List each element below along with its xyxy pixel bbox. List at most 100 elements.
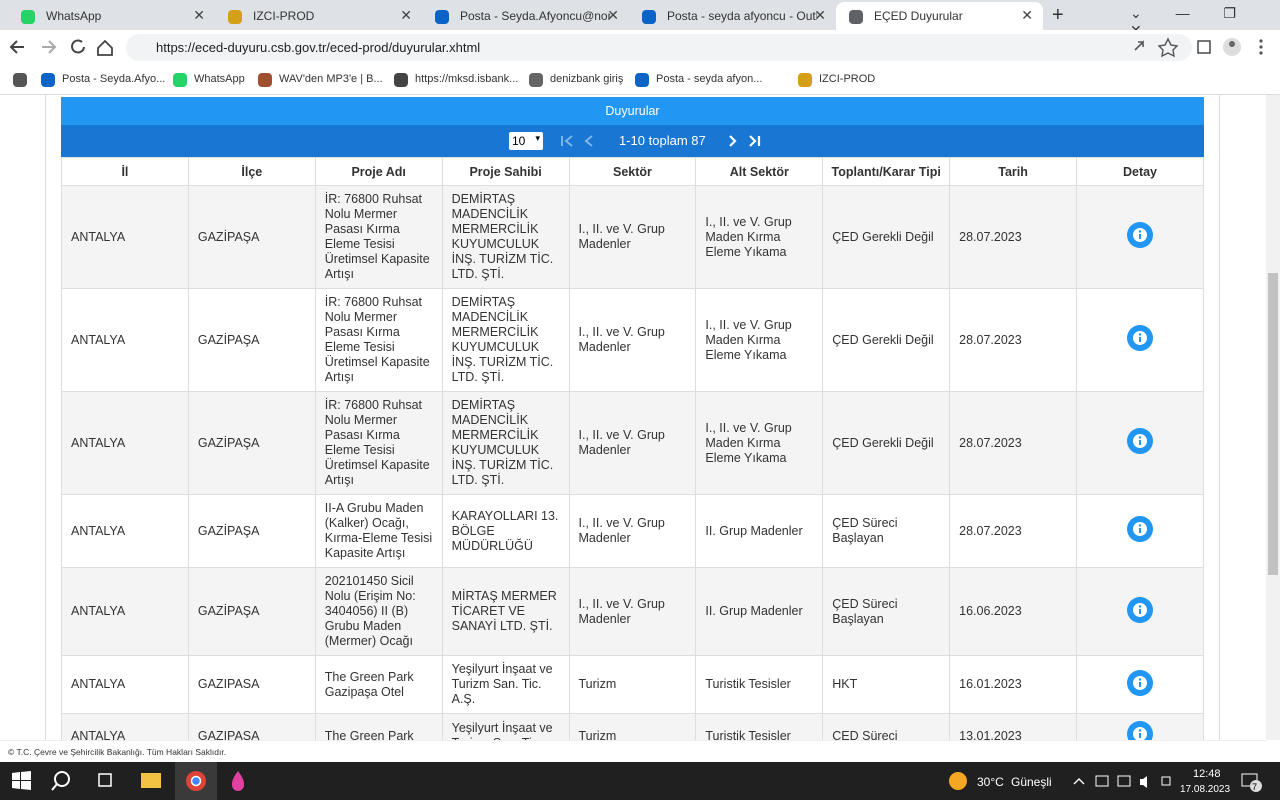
table-cell: Turizm: [568, 655, 697, 714]
column-header: İlçe: [187, 157, 316, 186]
table-cell: DEMİRTAŞ MADENCİLİK MERMERCİLİK KUYUMCUL…: [441, 391, 570, 495]
temperature: 30°C: [977, 775, 1004, 789]
bookmark[interactable]: denizbank giriş: [550, 73, 624, 85]
table-cell: II-A Grubu Maden (Kalker) Ocağı, Kırma-E…: [314, 494, 443, 568]
notification-count: 7: [1252, 782, 1258, 792]
table-cell: 28.07.2023: [949, 288, 1077, 392]
column-header: Proje Sahibi: [441, 157, 570, 186]
page-report: 1-10 toplam 87: [619, 133, 706, 148]
detail-button[interactable]: [1126, 324, 1154, 352]
table-cell: The Green Park Gazipaşa Otel: [314, 655, 443, 714]
bookmark[interactable]: Posta - seyda afyon...: [656, 73, 763, 85]
table-cell: I., II. ve V. Grup Maden Kırma Eleme Yık…: [695, 185, 824, 289]
column-header: Proje Adı: [314, 157, 443, 186]
table-cell: GAZİPAŞA: [187, 391, 316, 495]
panel-title: Duyurular: [61, 97, 1204, 125]
table-cell: 202101450 Sicil Nolu (Erişim No: 3404056…: [314, 567, 443, 656]
tab-close[interactable]: ✕: [400, 7, 412, 23]
scroll-thumb[interactable]: [1268, 273, 1278, 575]
tray-icons[interactable]: [1070, 772, 1180, 790]
tab-close[interactable]: ✕: [814, 7, 826, 23]
table-row: ANTALYA GAZİPAŞA II-A Grubu Maden (Kalker)…: [61, 494, 1204, 568]
column-header: Tarih: [949, 157, 1077, 186]
bookmark[interactable]: https://mksd.isbank...: [415, 73, 519, 85]
site-icon: [258, 73, 272, 87]
table-cell: ANTALYA: [61, 567, 189, 656]
table-cell: ANTALYA: [61, 494, 189, 568]
tab-title: EÇED Duyurular: [874, 9, 963, 23]
table-cell: ANTALYA: [61, 288, 189, 392]
first-prev-buttons[interactable]: [558, 133, 608, 149]
table-row: ANTALYA GAZİPAŞA İR: 76800 Ruhsat Nolu Mer…: [61, 185, 1204, 289]
table-cell: ANTALYA: [61, 391, 189, 495]
next-last-buttons[interactable]: [724, 133, 764, 149]
detail-button[interactable]: [1126, 596, 1154, 624]
notification-icon[interactable]: [1240, 771, 1264, 793]
column-header: Detay: [1076, 157, 1204, 186]
dropdown-arrow: ▾: [535, 133, 540, 143]
site-icon: [394, 73, 408, 87]
column-header: Alt Sektör: [695, 157, 824, 186]
table-cell: I., II. ve V. Grup Maden Kırma Eleme Yık…: [695, 391, 824, 495]
url-field[interactable]: https://eced-duyuru.csb.gov.tr/eced-prod…: [126, 34, 1192, 61]
tab-title: IZCI-PROD: [253, 9, 315, 23]
browser-tab[interactable]: IZCI-PROD ✕: [215, 2, 422, 30]
table-cell: Turistik Tesisler: [695, 655, 824, 714]
scrollbar[interactable]: [1266, 95, 1280, 740]
table-cell: İR: 76800 Ruhsat Nolu Mermer Pasası Kırm…: [314, 288, 443, 392]
table-row: ANTALYA GAZIPASA The Green Park Gazipaşa O…: [61, 655, 1204, 714]
browser-tab[interactable]: EÇED Duyurular ✕: [836, 2, 1043, 30]
tab-bar: WhatsApp ✕ IZCI-PROD ✕ Posta - Seyda.Afyoncu…: [0, 0, 1280, 38]
detail-button[interactable]: [1126, 669, 1154, 697]
detail-cell: [1076, 713, 1204, 740]
site-icon: [173, 73, 187, 87]
taskbar: 30°C Güneşli 12:48 17.08.2023 7: [0, 762, 1280, 800]
detail-cell: [1076, 567, 1204, 656]
site-icon: [529, 73, 543, 87]
table-cell: ÇED Gerekli Değil: [822, 185, 951, 289]
table-cell: ÇED Süreci: [822, 713, 951, 740]
table-row: ANTALYA GAZİPAŞA İR: 76800 Ruhsat Nolu Mer…: [61, 391, 1204, 495]
tab-close[interactable]: ✕: [607, 7, 619, 23]
table-row: ANTALYA GAZİPAŞA 202101450 Sicil Nolu (Eri…: [61, 567, 1204, 656]
detail-button[interactable]: [1126, 427, 1154, 455]
bookmark[interactable]: WhatsApp: [194, 73, 245, 85]
table-cell: GAZİPAŞA: [187, 567, 316, 656]
table-cell: II. Grup Madenler: [695, 567, 824, 656]
taskbar-apps[interactable]: [0, 762, 270, 800]
detail-button[interactable]: [1126, 221, 1154, 249]
table-cell: ÇED Süreci Başlayan: [822, 567, 951, 656]
nav-buttons[interactable]: [0, 30, 126, 64]
table-row: ANTALYA GAZİPAŞA İR: 76800 Ruhsat Nolu Mer…: [61, 288, 1204, 392]
site-icon: [642, 10, 656, 24]
clock-time: 12:48: [1193, 768, 1221, 780]
tab-close[interactable]: ✕: [193, 7, 205, 23]
footer: © T.C. Çevre ve Şehircilik Bakanlığı. Tü…: [0, 740, 1266, 762]
site-icon: [13, 73, 27, 87]
table-cell: ÇED Süreci Başlayan: [822, 494, 951, 568]
detail-button[interactable]: [1126, 720, 1154, 740]
table-cell: GAZİPAŞA: [187, 185, 316, 289]
browser-tab[interactable]: WhatsApp ✕: [8, 2, 215, 30]
detail-cell: [1076, 391, 1204, 495]
browser-tab[interactable]: Posta - seyda afyoncu - Outlook✕: [629, 2, 836, 30]
browser-tab[interactable]: Posta - Seyda.Afyoncu@nonsta✕: [422, 2, 629, 30]
table-cell: Yeşilyurt İnşaat ve Turizm San. Tic.: [441, 713, 570, 740]
table-cell: I., II. ve V. Grup Madenler: [568, 391, 697, 495]
detail-cell: [1076, 288, 1204, 392]
rows-per-page-value: 10: [512, 134, 526, 148]
bookmark[interactable]: Posta - Seyda.Afyo...: [62, 73, 166, 85]
rows-per-page[interactable]: 10 ▾: [509, 132, 543, 150]
tab-close[interactable]: ✕: [1021, 7, 1033, 23]
table-cell: 16.01.2023: [949, 655, 1077, 714]
table-row: ANTALYA GAZIPASA The Green Park Yeşilyurt İ…: [61, 713, 1204, 740]
tab-title: Posta - Seyda.Afyoncu@nonsta: [460, 9, 610, 23]
table-cell: ÇED Gerekli Değil: [822, 391, 951, 495]
site-icon: [41, 73, 55, 87]
bookmark[interactable]: IZCI-PROD: [819, 73, 876, 85]
new-tab-button[interactable]: +: [1052, 4, 1064, 26]
bookmark[interactable]: WAV'den MP3'e | B...: [279, 73, 383, 85]
detail-button[interactable]: [1126, 515, 1154, 543]
detail-cell: [1076, 185, 1204, 289]
table-cell: 28.07.2023: [949, 494, 1077, 568]
